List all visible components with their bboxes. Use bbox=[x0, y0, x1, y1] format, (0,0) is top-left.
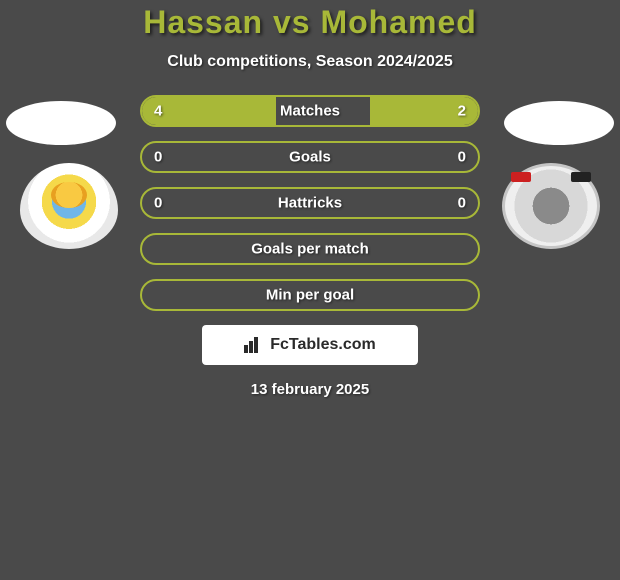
stat-value-left: 0 bbox=[154, 149, 162, 166]
bar-chart-icon bbox=[244, 337, 264, 353]
stat-value-right: 0 bbox=[458, 195, 466, 212]
branding-badge: FcTables.com bbox=[202, 325, 418, 365]
stat-row: 0 0 Goals bbox=[140, 141, 480, 173]
page-title: Hassan vs Mohamed bbox=[0, 4, 620, 41]
stat-label: Hattricks bbox=[278, 195, 342, 212]
player-silhouette-left bbox=[6, 101, 116, 145]
stat-value-left: 0 bbox=[154, 195, 162, 212]
stat-row: 0 0 Hattricks bbox=[140, 187, 480, 219]
stat-row: Goals per match bbox=[140, 233, 480, 265]
stat-value-right: 2 bbox=[458, 103, 466, 120]
club-badge-right bbox=[502, 163, 600, 249]
stat-value-right: 0 bbox=[458, 149, 466, 166]
player-silhouette-right bbox=[504, 101, 614, 145]
stat-label: Goals per match bbox=[251, 241, 369, 258]
stat-row: 4 2 Matches bbox=[140, 95, 480, 127]
stats-list: 4 2 Matches 0 0 Goals 0 0 Hattricks Goals per mat… bbox=[140, 95, 480, 311]
content-area: 4 2 Matches 0 0 Goals 0 0 Hattricks Goals per mat… bbox=[0, 95, 620, 398]
club-badge-left bbox=[20, 163, 118, 249]
stat-row: Min per goal bbox=[140, 279, 480, 311]
branding-text: FcTables.com bbox=[270, 336, 376, 354]
comparison-card: Hassan vs Mohamed Club competitions, Sea… bbox=[0, 0, 620, 398]
stat-label: Goals bbox=[289, 149, 331, 166]
subtitle: Club competitions, Season 2024/2025 bbox=[0, 53, 620, 71]
stat-value-left: 4 bbox=[154, 103, 162, 120]
stat-label: Matches bbox=[280, 103, 340, 120]
shield-icon bbox=[20, 163, 118, 249]
date-label: 13 february 2025 bbox=[0, 381, 620, 398]
emblem-icon bbox=[502, 163, 600, 249]
stat-label: Min per goal bbox=[266, 287, 354, 304]
